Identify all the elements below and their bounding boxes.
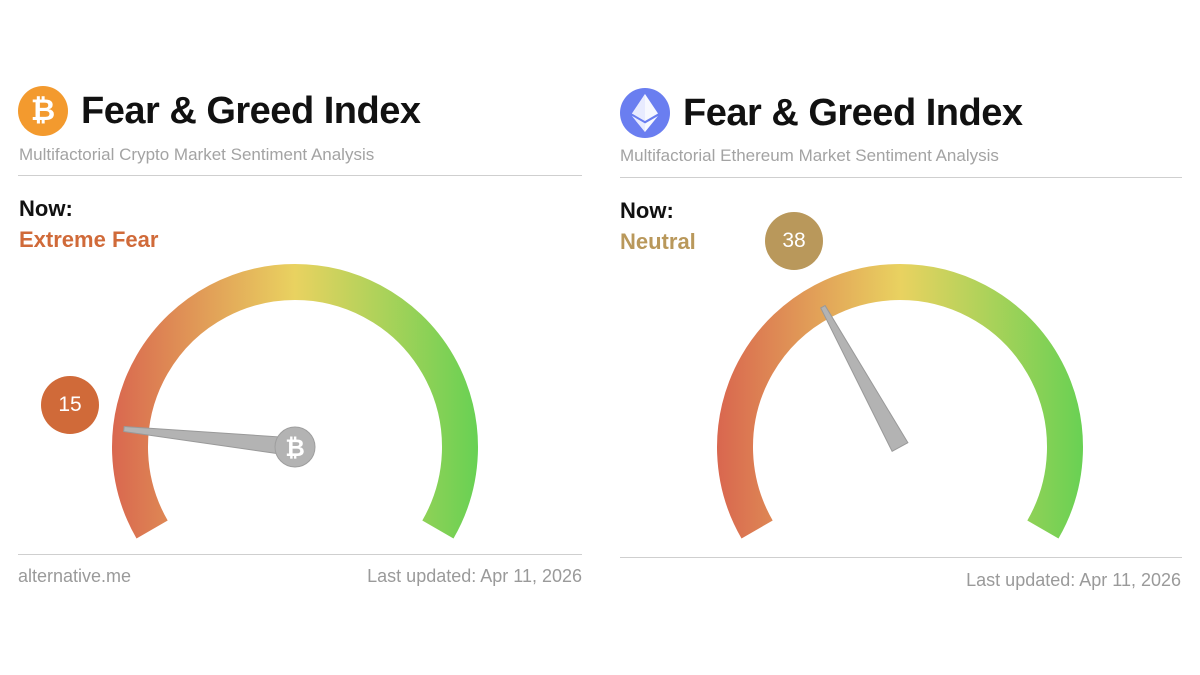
widget-header: ₿ Fear & Greed Index — [18, 86, 421, 136]
header-divider — [18, 175, 582, 176]
gauge-needle — [123, 426, 297, 457]
sentiment-label: Extreme Fear — [19, 227, 159, 252]
header-divider — [620, 177, 1182, 178]
widget-subtitle: Multifactorial Crypto Market Sentiment A… — [19, 145, 375, 164]
gauge-arc — [112, 264, 478, 539]
needle-hub-bitcoin-icon: ₿ — [285, 434, 305, 462]
ethereum-icon — [620, 88, 670, 138]
widget-header: Fear & Greed Index — [620, 88, 1023, 138]
now-label: Now: — [620, 198, 674, 223]
gauge-needle — [820, 304, 909, 453]
now-label: Now: — [19, 196, 73, 221]
needle-hub — [274, 426, 316, 468]
bitcoin-fear-greed-widget: ₿ Fear & Greed Index Multifactorial Cryp… — [18, 86, 582, 586]
bitcoin-logo-glyph: ₿ — [30, 93, 56, 128]
widget-subtitle: Multifactorial Ethereum Market Sentiment… — [620, 146, 999, 165]
footer-divider — [620, 557, 1182, 558]
last-updated-text: Last updated: Apr 11, 2026 — [367, 566, 582, 586]
ethereum-fear-greed-widget: Fear & Greed Index Multifactorial Ethere… — [600, 0, 1200, 675]
sentiment-label: Neutral — [620, 229, 696, 254]
index-value-badge: 38 — [765, 212, 823, 270]
index-value-badge: 15 — [41, 376, 99, 434]
source-link[interactable]: alternative.me — [18, 566, 132, 586]
gauge-arc — [717, 264, 1083, 539]
widget-title: Fear & Greed Index — [683, 91, 1023, 134]
footer-divider — [18, 554, 582, 555]
last-updated-text: Last updated: Apr 11, 2026 — [966, 570, 1181, 590]
widget-title: Fear & Greed Index — [81, 89, 421, 132]
bitcoin-icon: ₿ — [18, 86, 68, 136]
ethereum-diamond-icon — [632, 94, 658, 132]
